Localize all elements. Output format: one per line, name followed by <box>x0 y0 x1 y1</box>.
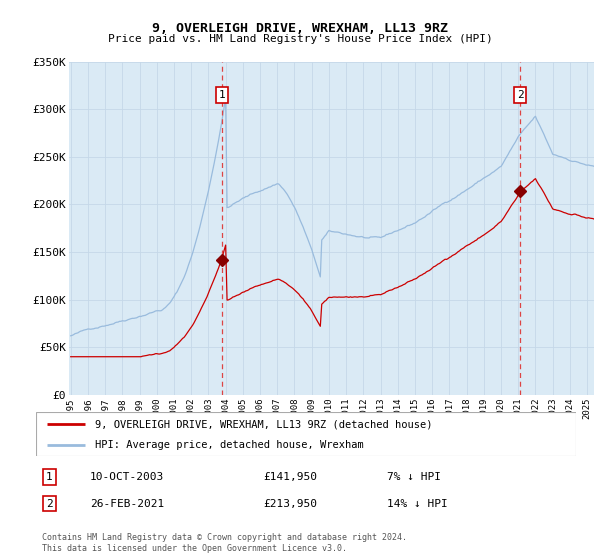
Text: HPI: Average price, detached house, Wrexham: HPI: Average price, detached house, Wrex… <box>95 440 364 450</box>
Text: 1: 1 <box>46 472 53 482</box>
Text: 26-FEB-2021: 26-FEB-2021 <box>90 498 164 508</box>
Text: 9, OVERLEIGH DRIVE, WREXHAM, LL13 9RZ: 9, OVERLEIGH DRIVE, WREXHAM, LL13 9RZ <box>152 22 448 35</box>
Text: 7% ↓ HPI: 7% ↓ HPI <box>387 472 441 482</box>
Text: 1: 1 <box>218 90 225 100</box>
Text: 2: 2 <box>46 498 53 508</box>
Text: 2: 2 <box>517 90 524 100</box>
Text: 14% ↓ HPI: 14% ↓ HPI <box>387 498 448 508</box>
Text: Contains HM Land Registry data © Crown copyright and database right 2024.
This d: Contains HM Land Registry data © Crown c… <box>42 534 407 553</box>
Text: 9, OVERLEIGH DRIVE, WREXHAM, LL13 9RZ (detached house): 9, OVERLEIGH DRIVE, WREXHAM, LL13 9RZ (d… <box>95 419 433 429</box>
Text: £213,950: £213,950 <box>263 498 317 508</box>
Text: £141,950: £141,950 <box>263 472 317 482</box>
Text: Price paid vs. HM Land Registry's House Price Index (HPI): Price paid vs. HM Land Registry's House … <box>107 34 493 44</box>
Text: 10-OCT-2003: 10-OCT-2003 <box>90 472 164 482</box>
